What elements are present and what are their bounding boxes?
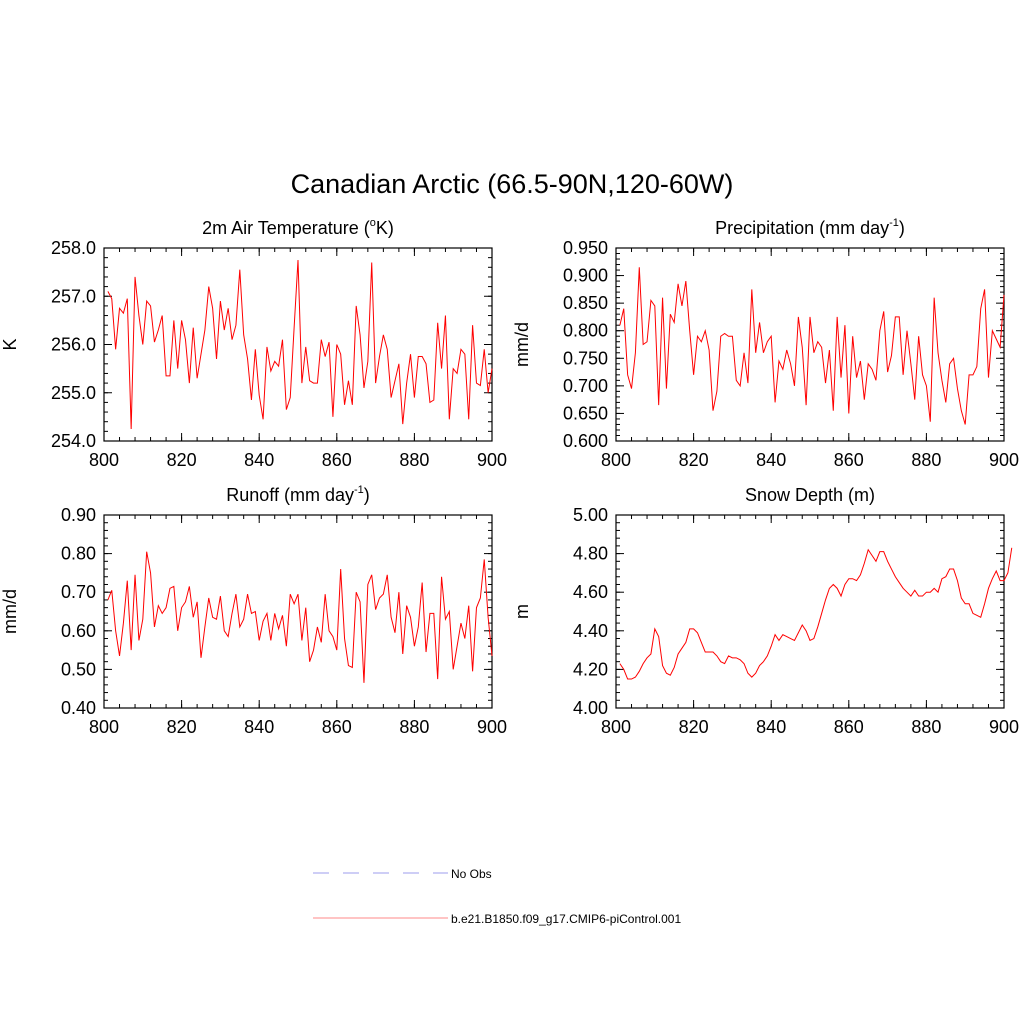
panel-title-end: ) [364,485,370,505]
y-axis-label: K [0,338,20,350]
panel-title-main: Precipitation (mm day [715,218,889,238]
panel-title: Precipitation (mm day-1) [715,217,905,238]
x-tick-label: 860 [322,450,352,470]
panel-title: 2m Air Temperature (oK) [202,217,394,238]
x-tick-label: 880 [399,717,429,737]
y-tick-label: 0.40 [61,698,96,718]
x-tick-label: 800 [89,450,119,470]
x-tick-label: 800 [601,717,631,737]
panel-title-sup: -1 [889,217,899,229]
x-tick-label: 820 [167,717,197,737]
y-tick-label: 256.0 [51,335,96,355]
y-tick-label: 0.750 [563,348,608,368]
y-tick-label: 257.0 [51,286,96,306]
y-tick-label: 4.80 [573,544,608,564]
panel-runoff: Runoff (mm day-1) 800 820 840 860 880 900 0.40… [0,484,507,737]
x-tick-label: 860 [834,450,864,470]
x-tick-label: 860 [834,717,864,737]
panel-title-end: ) [899,218,905,238]
y-tick-label: 0.650 [563,403,608,423]
panel-title-sup: -1 [354,484,364,496]
panel-title-main: 2m Air Temperature ( [202,218,370,238]
y-tick-label: 0.950 [563,238,608,258]
y-tick-label: 0.700 [563,376,608,396]
x-tick-label: 820 [167,450,197,470]
y-tick-label: 0.60 [61,621,96,641]
y-tick-label: 4.40 [573,621,608,641]
y-tick-label: 0.600 [563,431,608,451]
y-tick-label: 5.00 [573,505,608,525]
y-tick-label: 4.60 [573,582,608,602]
y-tick-label: 0.850 [563,293,608,313]
plot-frame [103,247,493,442]
panel-title: Runoff (mm day-1) [226,484,370,505]
panel-title-end: K) [376,218,394,238]
y-axis-label: mm/d [0,589,20,634]
plot-frame [615,247,1005,442]
legend-item-model: b.e21.B1850.f09_g17.CMIP6-piControl.001 [313,912,681,926]
x-tick-label: 880 [911,717,941,737]
panel-snow-depth: Snow Depth (m) 800 820 840 860 880 900 4.00 4.2… [512,485,1019,737]
x-tick-label: 840 [756,450,786,470]
y-tick-label: 0.90 [61,505,96,525]
x-tick-label: 880 [911,450,941,470]
legend-label-model: b.e21.B1850.f09_g17.CMIP6-piControl.001 [451,912,681,926]
y-tick-label: 255.0 [51,383,96,403]
y-tick-label: 0.70 [61,582,96,602]
x-tick-label: 900 [477,717,507,737]
panel-air-temperature: 2m Air Temperature (oK) 800 820 840 860 880 9… [0,217,507,470]
x-tick-label: 840 [756,717,786,737]
y-tick-label: 4.00 [573,698,608,718]
series-line [107,551,493,683]
y-axis-label: mm/d [512,322,532,367]
x-tick-label: 820 [679,717,709,737]
x-tick-label: 860 [322,717,352,737]
y-tick-label: 0.900 [563,266,608,286]
x-tick-label: 880 [399,450,429,470]
plot-frame [615,514,1005,709]
series-line [619,547,1013,680]
x-tick-label: 800 [601,450,631,470]
y-tick-label: 254.0 [51,431,96,451]
y-axis-label: m [512,604,532,619]
x-tick-label: 840 [244,717,274,737]
panel-title-main: Snow Depth (m) [745,485,875,505]
x-tick-label: 820 [679,450,709,470]
series-line [107,260,493,429]
legend-item-no-obs: No Obs [313,867,492,881]
figure-title: Canadian Arctic (66.5-90N,120-60W) [291,169,734,199]
panel-title-main: Runoff (mm day [226,485,354,505]
plot-frame [103,514,493,709]
y-tick-label: 4.20 [573,659,608,679]
panel-precipitation: Precipitation (mm day-1) 800 820 840 860 880… [512,217,1019,470]
legend: No Obs b.e21.B1850.f09_g17.CMIP6-piContr… [313,867,681,926]
x-tick-label: 900 [989,450,1019,470]
y-tick-label: 258.0 [51,238,96,258]
x-tick-label: 840 [244,450,274,470]
x-tick-label: 900 [989,717,1019,737]
x-tick-label: 800 [89,717,119,737]
y-tick-label: 0.50 [61,659,96,679]
panel-title: Snow Depth (m) [745,485,875,505]
series-line [619,267,1005,425]
legend-label-no-obs: No Obs [451,867,492,881]
panel-title-sup: o [370,217,376,229]
y-tick-label: 0.800 [563,321,608,341]
y-tick-label: 0.80 [61,544,96,564]
x-tick-label: 900 [477,450,507,470]
